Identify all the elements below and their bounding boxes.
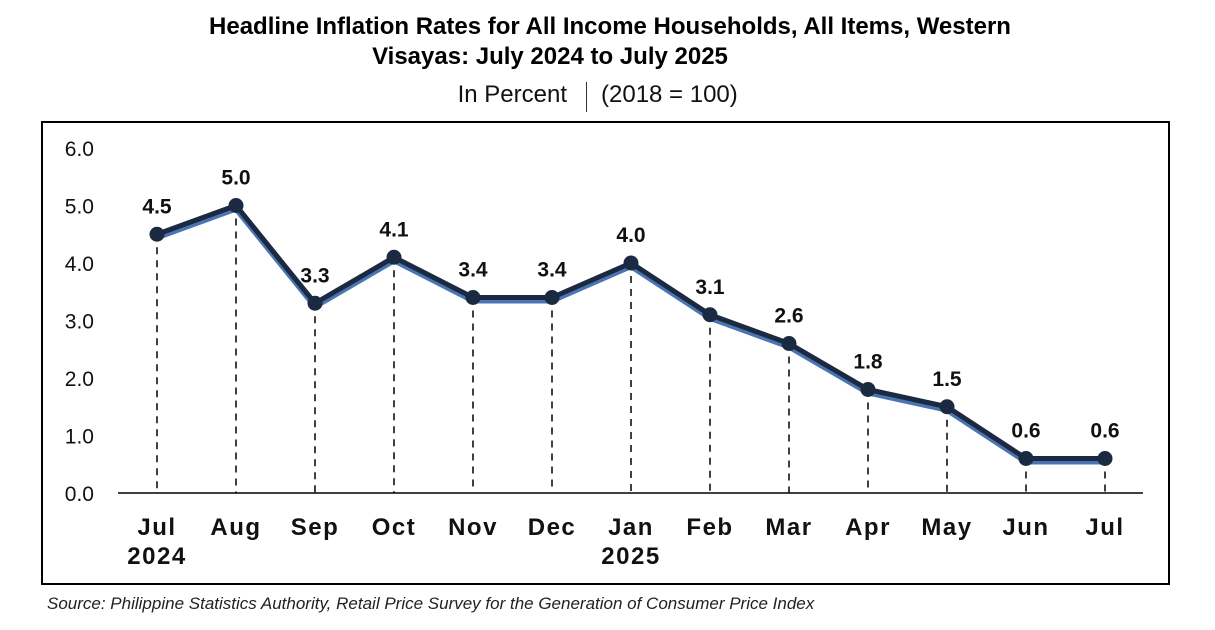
data-point [149,226,165,242]
x-tick-label: Oct [372,514,417,541]
x-year-label: 2024 [127,543,186,570]
data-point [860,382,876,397]
data-label: 1.8 [853,351,883,374]
data-label: 5.0 [221,167,250,190]
y-tick-label: 2.0 [65,368,94,391]
source-note: Source: Philippine Statistics Authority,… [47,594,815,613]
chart-title-line-2: Visayas: July 2024 to July 2025 [372,43,728,70]
data-label: 4.1 [379,218,409,241]
x-year-label: 2025 [601,543,660,570]
drop-lines [156,205,1106,493]
y-tick-label: 5.0 [65,196,94,219]
data-point [544,290,560,305]
data-point [307,295,323,311]
data-labels: 4.5 5.0 3.3 4.1 3.4 3.4 4.0 3.1 2.6 1.8 1.5 0.6 0.6 [142,167,1119,443]
x-tick-label: Mar [765,514,812,541]
x-tick-label: Jul [137,514,176,541]
data-point [623,255,639,271]
x-tick-label: Aug [210,514,261,541]
chart-frame [41,121,1170,585]
x-tick-label: Sep [291,514,340,541]
data-label: 3.4 [537,259,567,282]
data-point [781,336,797,351]
data-point [386,249,402,265]
x-tick-label: Feb [686,514,733,541]
chart-title-line-1: Headline Inflation Rates for All Income … [209,13,1011,40]
data-label: 3.1 [695,276,725,299]
data-label: 4.0 [616,224,645,247]
y-axis-tick-labels: 0.0 1.0 2.0 3.0 4.0 5.0 6.0 [65,138,94,506]
base-year-label: (2018 = 100) [601,81,738,108]
subtitle-divider [586,82,587,112]
x-tick-label: Jul [1085,514,1124,541]
data-point [228,198,244,213]
x-tick-label: Apr [845,514,891,541]
y-tick-label: 1.0 [65,426,94,449]
x-tick-label: Jan [608,514,654,541]
x-tick-label: Nov [448,514,498,541]
data-label: 1.5 [932,368,962,391]
data-point [939,399,955,415]
y-tick-label: 4.0 [65,253,94,276]
data-label: 3.4 [458,259,488,282]
y-tick-label: 0.0 [65,483,94,506]
chart-subtitle: In Percent (2018 = 100) [0,80,1215,110]
data-label: 2.6 [774,305,803,328]
data-points [149,198,1113,466]
data-label: 0.6 [1011,420,1040,443]
data-point [1018,451,1034,466]
data-point [702,307,718,323]
data-label: 0.6 [1090,420,1119,443]
data-label: 3.3 [300,264,329,287]
data-point [465,290,481,305]
data-label: 4.5 [142,195,172,218]
data-point [1097,451,1113,466]
x-tick-label: Dec [528,514,577,541]
unit-label: In Percent [457,81,567,108]
y-tick-label: 3.0 [65,311,94,334]
x-tick-label: Jun [1002,514,1049,541]
y-tick-label: 6.0 [65,138,94,161]
x-tick-label: May [921,514,972,541]
